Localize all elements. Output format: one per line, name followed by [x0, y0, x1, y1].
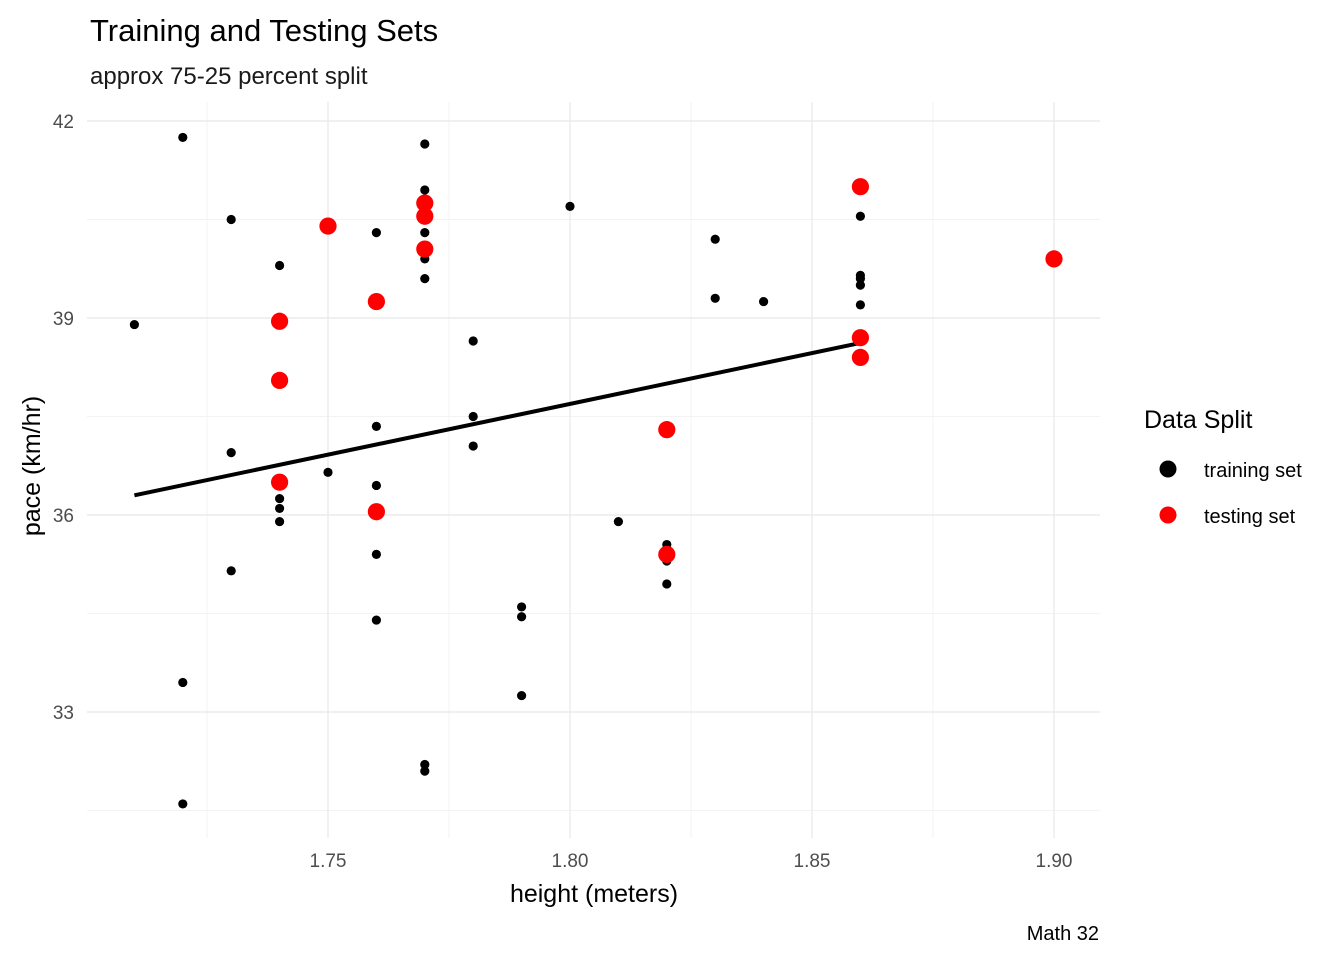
- training-point: [226, 566, 236, 576]
- training-point: [613, 516, 624, 527]
- legend-key-testing-icon: [1159, 506, 1177, 524]
- y-tick-label: 39: [53, 309, 74, 330]
- training-point: [178, 132, 188, 143]
- training-point: [468, 411, 478, 422]
- testing-point: [416, 194, 434, 212]
- training-point: [517, 602, 527, 612]
- training-point: [468, 441, 478, 451]
- training-point: [323, 467, 333, 477]
- training-point: [420, 274, 430, 284]
- legend-item-testing: testing set: [1159, 506, 1296, 528]
- testing-point: [851, 178, 870, 196]
- training-point: [662, 579, 672, 589]
- x-tick-label: 1.75: [310, 851, 347, 872]
- training-point: [275, 260, 285, 271]
- testing-point: [416, 240, 434, 258]
- training-point: [420, 766, 430, 776]
- legend: Data Split training set testing set: [1144, 406, 1302, 528]
- training-point: [178, 677, 188, 688]
- training-point: [371, 421, 381, 431]
- training-point: [129, 319, 139, 330]
- testing-point: [271, 371, 289, 389]
- legend-label-testing: testing set: [1204, 506, 1296, 528]
- training-point: [517, 690, 527, 701]
- training-point: [178, 799, 188, 809]
- testing-point: [367, 292, 385, 311]
- training-point: [371, 549, 381, 560]
- testing-point: [851, 348, 870, 366]
- training-point: [855, 280, 866, 290]
- grid: [87, 102, 1100, 838]
- y-tick-label: 42: [53, 112, 74, 133]
- testing-point: [1045, 250, 1063, 268]
- x-axis-title: height (meters): [510, 880, 678, 908]
- testing-point: [416, 207, 434, 225]
- legend-key-training-icon: [1159, 460, 1177, 478]
- training-point: [226, 448, 236, 458]
- points-layer: [129, 132, 1063, 809]
- testing-point: [851, 329, 870, 347]
- testing-point: [658, 421, 676, 439]
- y-tick-label: 36: [53, 506, 74, 527]
- x-tick-label: 1.90: [1036, 851, 1073, 872]
- training-point: [468, 336, 478, 346]
- training-point: [710, 293, 720, 303]
- testing-point: [319, 217, 337, 235]
- training-point: [420, 759, 430, 770]
- training-point: [855, 274, 866, 284]
- training-point: [275, 493, 285, 504]
- training-point: [371, 615, 381, 625]
- chart-caption: Math 32: [1027, 923, 1099, 945]
- chart-subtitle: approx 75-25 percent split: [90, 63, 368, 90]
- training-point: [275, 503, 285, 514]
- training-point: [855, 211, 866, 221]
- testing-point: [271, 473, 289, 491]
- chart-title: Training and Testing Sets: [90, 13, 438, 48]
- training-point: [371, 480, 381, 491]
- x-tick-label: 1.80: [552, 851, 589, 872]
- training-point: [855, 300, 866, 310]
- training-point: [371, 228, 381, 238]
- legend-label-training: training set: [1204, 460, 1302, 482]
- regression-line-layer: [133, 340, 861, 498]
- testing-point: [658, 545, 676, 564]
- legend-title: Data Split: [1144, 406, 1252, 434]
- testing-point: [367, 503, 385, 521]
- tick-labels: 1.75 1.80 1.85 1.90 33 36 39 42: [53, 112, 1073, 872]
- training-point: [420, 139, 430, 149]
- training-point: [420, 228, 430, 238]
- y-tick-label: 33: [53, 703, 74, 724]
- training-point: [565, 201, 575, 211]
- legend-item-training: training set: [1159, 460, 1302, 482]
- training-point: [759, 296, 769, 307]
- x-tick-label: 1.85: [794, 851, 831, 872]
- training-point: [226, 214, 236, 225]
- training-point: [275, 516, 285, 527]
- training-point: [420, 185, 430, 195]
- y-axis-title: pace (km/hr): [18, 396, 46, 536]
- training-point: [710, 234, 720, 244]
- testing-point: [271, 312, 289, 330]
- training-point: [517, 612, 527, 622]
- regression-line: [133, 340, 861, 498]
